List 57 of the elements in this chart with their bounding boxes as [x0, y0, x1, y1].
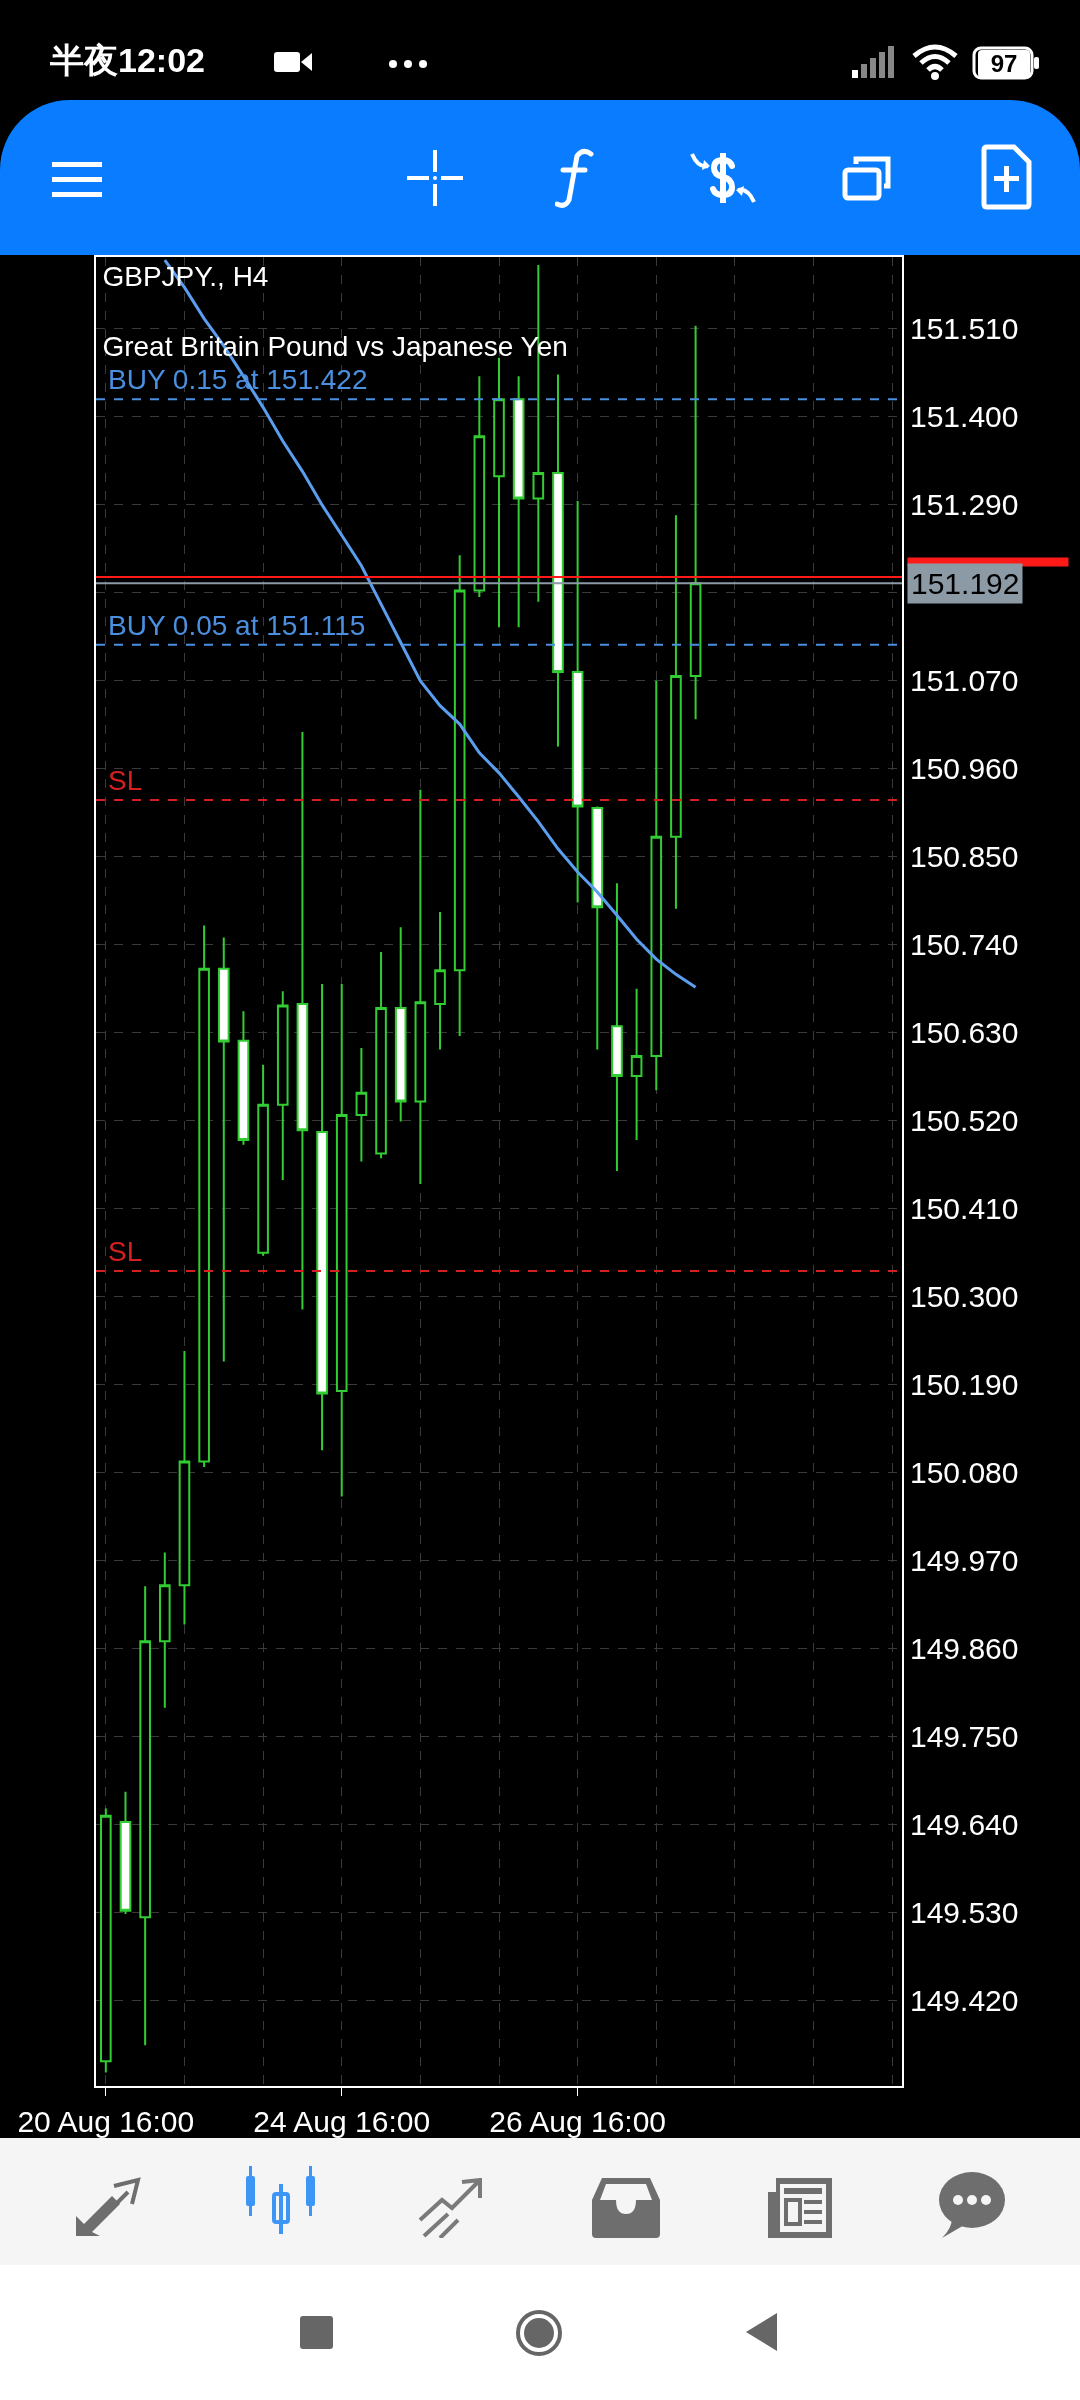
candlestick: [198, 924, 210, 1468]
y-tick-label: 149.750: [910, 1720, 1019, 1754]
y-tick-label: 151.510: [910, 312, 1019, 346]
candlestick: [571, 499, 584, 904]
y-tick-label: 150.410: [910, 1192, 1019, 1226]
candlestick: [650, 679, 663, 1092]
y-tick-label: 150.630: [910, 1016, 1019, 1050]
x-tick-label: 20 Aug 16:00: [17, 2105, 195, 2138]
y-tick-label: 149.640: [910, 1807, 1019, 1841]
candlestick: [394, 926, 407, 1123]
y-tick-label: 151.070: [910, 664, 1019, 698]
candlestick: [335, 982, 348, 1498]
y-tick-label: 149.530: [910, 1895, 1019, 1929]
y-tick-label: 150.190: [910, 1368, 1019, 1402]
text: 97: [978, 50, 1030, 78]
candlestick: [591, 805, 604, 1051]
candlestick: [630, 987, 643, 1141]
y-tick-label: 149.860: [910, 1632, 1019, 1666]
candlestick: [611, 882, 623, 1173]
candlestick: [178, 1350, 191, 1626]
candlestick: [100, 1807, 112, 2074]
candlestick: [355, 1046, 368, 1163]
y-tick-label: 149.970: [910, 1544, 1019, 1578]
y-tick-label: 150.850: [910, 840, 1019, 874]
candlestick: [296, 731, 309, 1311]
candlestick: [512, 375, 525, 629]
ref-line-label: SL: [108, 1236, 143, 1267]
candlestick: [414, 788, 427, 1185]
candlestick: [670, 514, 682, 910]
ref-line-label: 151.192: [911, 567, 1020, 600]
candlestick: [316, 982, 328, 1452]
candlestick: [552, 373, 564, 748]
y-tick-label: 151.290: [910, 488, 1019, 522]
candlestick: [119, 1790, 132, 1916]
x-tick-label: 24 Aug 16:00: [253, 2105, 431, 2138]
text: 半夜12:02: [50, 40, 205, 80]
candlestick: [237, 1010, 250, 1146]
y-tick-label: 149.420: [910, 1983, 1019, 2017]
candlestick: [276, 990, 289, 1181]
candlestick: [375, 950, 387, 1160]
ref-line-label: SL: [108, 765, 143, 796]
candlestick: [689, 324, 702, 721]
y-tick-label: 150.520: [910, 1104, 1019, 1138]
candlestick: [139, 1585, 151, 2047]
candlestick: [217, 936, 230, 1363]
y-tick-label: 150.740: [910, 928, 1019, 962]
y-tick-label: 151.400: [910, 400, 1019, 434]
y-tick-label: 150.300: [910, 1280, 1019, 1314]
x-tick-label: 26 Aug 16:00: [489, 2105, 667, 2138]
candlestick: [473, 375, 486, 598]
candlestick: [257, 1063, 269, 1257]
y-tick-label: 150.960: [910, 752, 1019, 786]
ref-line-label: BUY 0.05 at 151.115: [108, 610, 366, 641]
candlestick: [453, 554, 466, 1037]
candlestick: [158, 1551, 171, 1709]
y-tick-label: 150.080: [910, 1456, 1019, 1490]
candlestick: [434, 910, 446, 1051]
